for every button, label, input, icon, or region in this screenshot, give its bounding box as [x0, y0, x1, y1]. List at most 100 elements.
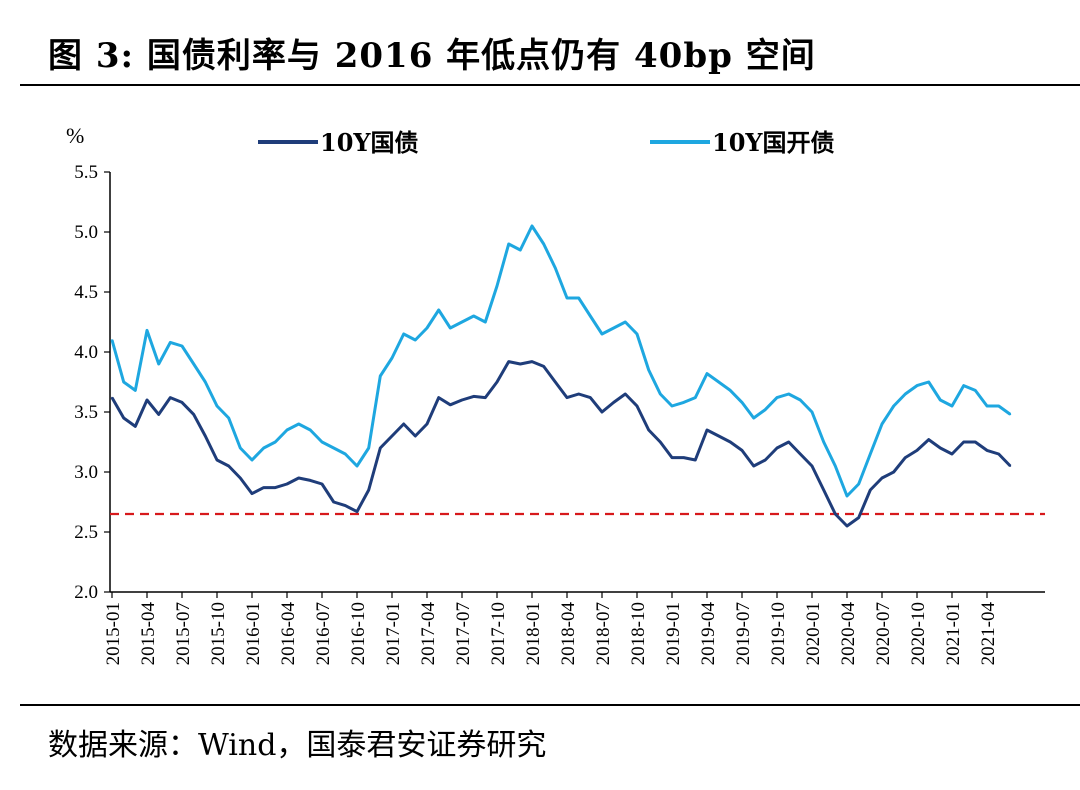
data-point	[496, 285, 498, 287]
legend-label-1: 10Y国债	[320, 128, 419, 157]
data-point	[566, 297, 568, 299]
data-point	[321, 483, 323, 485]
x-tick-label: 2021-04	[978, 602, 999, 666]
data-point	[286, 483, 288, 485]
data-point	[822, 441, 825, 443]
data-point	[286, 429, 288, 431]
data-point	[122, 381, 125, 383]
data-point	[636, 405, 638, 407]
data-point	[391, 435, 393, 437]
data-point	[554, 267, 557, 269]
data-point	[624, 393, 627, 395]
data-point	[356, 510, 358, 513]
y-axis-unit-label: %	[66, 123, 84, 148]
data-point	[519, 249, 522, 251]
axes: 2.0 2.5 3.0 3.5 4.0 4.5 5.0 5.5 2015-01 2015-04 20…	[74, 162, 1045, 665]
data-point	[717, 381, 720, 383]
data-point	[542, 243, 545, 245]
data-point	[227, 417, 230, 419]
x-tick-label: 2019-10	[768, 602, 789, 665]
data-point	[799, 453, 802, 455]
x-tick-label: 2019-01	[663, 602, 684, 665]
data-point	[496, 381, 498, 383]
data-point	[321, 441, 323, 443]
series-group	[110, 224, 1012, 528]
y-tick-label: 2.0	[74, 582, 98, 603]
data-point	[519, 363, 522, 365]
data-point	[297, 477, 300, 479]
data-point	[612, 401, 615, 404]
data-point	[367, 489, 370, 491]
data-point	[752, 417, 755, 419]
data-point	[857, 516, 860, 519]
x-tick-label: 2015-04	[138, 602, 159, 666]
data-point	[204, 435, 207, 437]
data-point	[869, 489, 872, 491]
data-point	[962, 384, 965, 387]
data-point	[1009, 413, 1012, 416]
data-point	[892, 405, 895, 407]
data-point	[706, 372, 708, 375]
data-point	[111, 396, 113, 399]
data-point	[472, 315, 475, 317]
x-tick-label: 2018-01	[523, 602, 544, 665]
data-point	[566, 396, 568, 399]
data-point	[694, 396, 697, 399]
data-point	[986, 405, 988, 407]
data-point	[986, 449, 988, 452]
x-tick-label: 2016-04	[278, 602, 299, 666]
data-point	[507, 360, 510, 363]
data-point	[297, 423, 300, 425]
data-point	[764, 408, 767, 411]
bottom-divider	[20, 704, 1080, 706]
x-tick-label: 2015-10	[208, 602, 229, 665]
x-tick-label: 2019-07	[733, 602, 754, 665]
data-point	[822, 489, 825, 491]
data-point	[951, 453, 953, 455]
data-point	[239, 447, 242, 449]
data-point	[881, 477, 883, 479]
x-tick-label: 2016-01	[243, 602, 264, 665]
data-point	[461, 399, 463, 401]
data-point	[799, 399, 802, 401]
data-point	[146, 329, 148, 332]
data-point	[216, 459, 218, 461]
data-point	[239, 477, 242, 479]
x-tick-label: 2015-01	[103, 602, 124, 665]
data-point	[741, 449, 743, 452]
data-point	[729, 441, 732, 443]
data-point	[274, 486, 277, 489]
data-point	[787, 393, 790, 395]
data-point	[449, 327, 452, 329]
data-point	[437, 396, 440, 399]
data-point	[111, 339, 113, 341]
y-tick-label: 4.5	[74, 282, 98, 303]
data-point	[426, 423, 428, 425]
data-point	[531, 360, 533, 363]
data-point	[472, 395, 475, 398]
x-tick-label: 2020-01	[803, 602, 824, 665]
series-line-2	[110, 224, 1012, 498]
data-point	[892, 471, 895, 473]
data-point	[577, 393, 580, 395]
data-point	[997, 405, 1000, 407]
y-tick-label: 5.5	[74, 162, 98, 183]
data-point	[251, 459, 253, 461]
data-point	[846, 495, 848, 497]
y-tick-label: 4.0	[74, 342, 98, 363]
data-point	[402, 333, 405, 335]
data-point	[262, 447, 265, 449]
data-point	[157, 363, 160, 365]
data-point	[776, 396, 778, 399]
data-point	[764, 459, 767, 461]
data-point	[729, 389, 732, 392]
y-tick-label: 3.0	[74, 462, 98, 483]
data-point	[379, 375, 382, 377]
data-point	[927, 381, 930, 383]
data-point	[449, 403, 452, 406]
data-point	[134, 389, 137, 392]
data-point	[414, 435, 417, 437]
x-tick-label: 2016-07	[313, 602, 334, 665]
x-tick-label: 2017-07	[453, 602, 474, 665]
data-point	[694, 459, 697, 461]
